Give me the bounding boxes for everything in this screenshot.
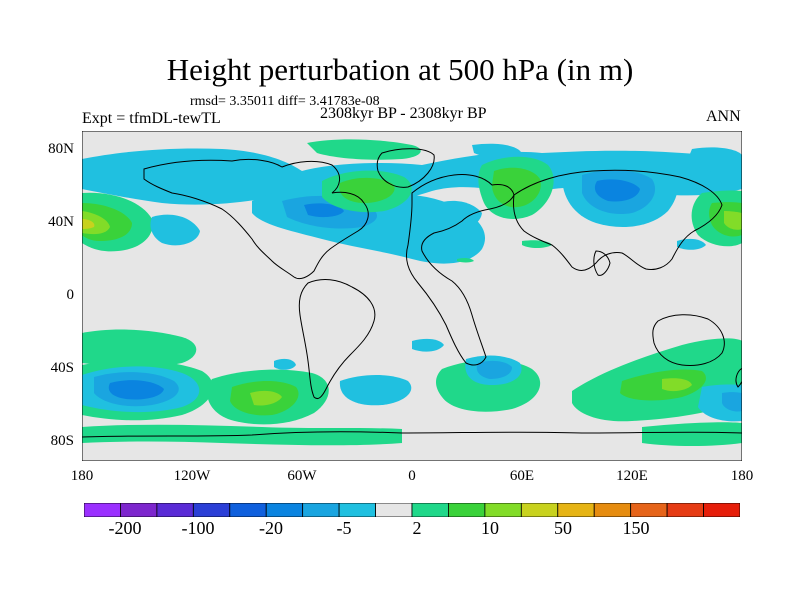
colorbar-swatch: [302, 503, 340, 517]
contour-region-south-atlantic: [339, 338, 541, 412]
colorbar-swatch: [448, 503, 486, 517]
colorbar-label-n20: -20: [259, 518, 283, 538]
colorbar-label-n200: -200: [108, 518, 142, 538]
lon-label-180w: 180: [70, 468, 94, 484]
colorbar-swatch: [156, 503, 194, 517]
colorbar-swatch: [703, 503, 740, 517]
coastlines: [82, 148, 742, 438]
experiment-label: Expt = tfmDL-tewTL: [82, 110, 221, 127]
contour-region-south-america: [207, 358, 329, 425]
lon-label-60e: 60E: [509, 468, 535, 484]
lon-label-180e: 180: [730, 468, 754, 484]
colorbar-swatch: [411, 503, 449, 517]
lat-label-80s: 80S: [50, 433, 74, 449]
contour-region-north-america: [252, 170, 486, 264]
contour-region-dateline-high: [82, 190, 742, 252]
colorbar-swatch: [192, 503, 231, 517]
lat-label-80n: 80N: [48, 141, 74, 157]
colorbar-swatch: [520, 503, 559, 517]
lat-label-40s: 40S: [50, 360, 74, 376]
colorbar-label-150: 150: [622, 518, 650, 538]
colorbar-label-2: 2: [412, 518, 422, 538]
colorbar-swatch: [484, 503, 522, 517]
colorbar-swatch: [120, 503, 158, 517]
colorbar-label-n100: -100: [181, 518, 215, 538]
colorbar-swatch: [593, 503, 632, 517]
colorbar-swatch: [557, 503, 595, 517]
lon-label-120w: 120W: [173, 468, 211, 484]
period-label: 2308kyr BP - 2308kyr BP: [320, 105, 487, 122]
lon-label-60w: 60W: [287, 468, 317, 484]
colorbar-label-n5: -5: [336, 518, 352, 538]
colorbar-swatch: [265, 503, 304, 517]
stats-text: rmsd= 3.35011 diff= 3.41783e-08: [190, 94, 380, 109]
colorbar-swatch: [229, 503, 267, 517]
contour-region-south-pacific: [82, 329, 213, 421]
lon-label-120e: 120E: [616, 468, 648, 484]
colorbar-swatch: [338, 503, 376, 517]
contour-region-south-indian: [572, 338, 742, 422]
figure-title: Height perturbation at 500 hPa (in m): [166, 52, 634, 87]
contour-map: [82, 131, 742, 461]
colorbar-swatch: [84, 503, 121, 517]
colorbar: [84, 503, 740, 517]
contour-region-arctic-band: [82, 139, 742, 205]
colorbar-swatch: [630, 503, 668, 517]
colorbar-label-50: 50: [554, 518, 572, 538]
lon-label-0: 0: [408, 468, 416, 484]
contour-region-asia: [561, 160, 706, 250]
colorbar-swatch: [375, 503, 413, 517]
colorbar-swatch: [666, 503, 704, 517]
lat-label-40n: 40N: [48, 214, 74, 230]
season-label: ANN: [706, 108, 741, 125]
colorbar-label-10: 10: [481, 518, 499, 538]
lat-label-0: 0: [66, 287, 75, 303]
